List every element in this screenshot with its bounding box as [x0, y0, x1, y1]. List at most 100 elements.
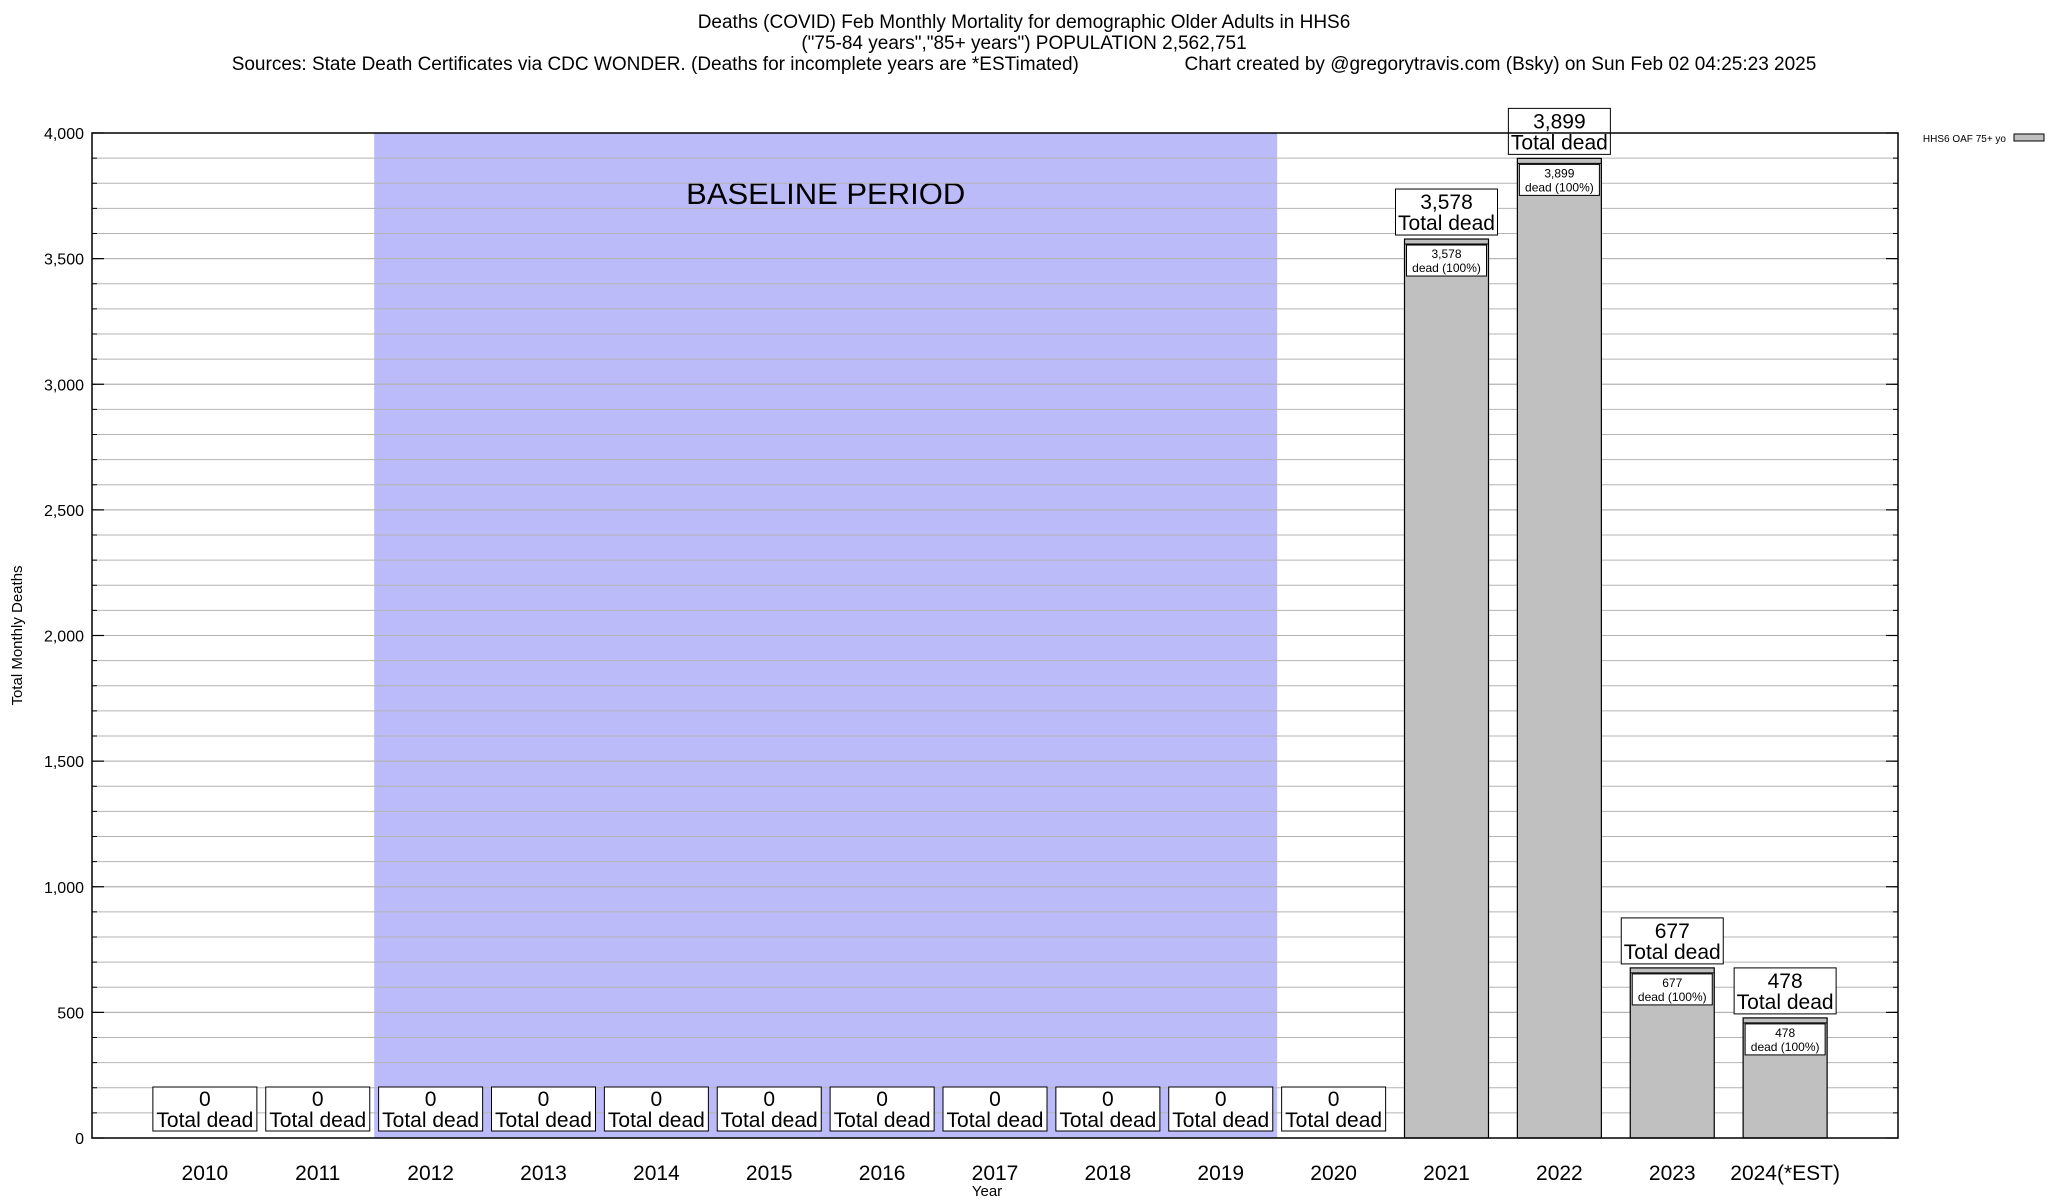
- y-tick-label: 2,000: [44, 629, 84, 646]
- bar-total-dead-label: Total dead: [1737, 991, 1834, 1014]
- bar-total-label-box: [1055, 1086, 1161, 1132]
- x-tick-label: 2022: [1536, 1162, 1583, 1185]
- bar-value-label: 0: [1102, 1088, 1114, 1111]
- bar-total-label-box: [1395, 188, 1498, 236]
- bar-total-label-box: [1620, 917, 1724, 965]
- bar-total-label-box: [1733, 967, 1837, 1015]
- bar-inner-label-box: [1518, 163, 1600, 196]
- axes-layer: 0 500 1,000 1,500 2,000 2,500 3,000 3,500 4,000 2…: [9, 126, 1899, 1200]
- x-tick-label: 2017: [972, 1162, 1019, 1185]
- chart-title: Deaths (COVID) Feb Monthly Mortality for…: [697, 12, 1351, 33]
- bar-value-label: 0: [425, 1088, 437, 1111]
- y-tick-label: 3,500: [44, 252, 84, 269]
- bar-value-label: 677: [1655, 920, 1690, 943]
- bar-value-label: 0: [1328, 1088, 1340, 1111]
- bar-total-dead-label: Total dead: [156, 1109, 253, 1132]
- bar-total-label-box: [152, 1086, 258, 1132]
- chart-sources-line: Sources: State Death Certificates via CD…: [0, 54, 2048, 75]
- legend-swatch: [2013, 133, 2045, 142]
- bar-value-label: 478: [1768, 970, 1803, 993]
- bar-total-dead-label: Total dead: [721, 1109, 818, 1132]
- bar-inner-value: 478: [1775, 1026, 1795, 1040]
- bar-total-dead-label: Total dead: [1398, 212, 1495, 235]
- bar-value-label: 0: [538, 1088, 550, 1111]
- bar-inner-value: 3,578: [1431, 247, 1461, 261]
- chart-title-block: Deaths (COVID) Feb Monthly Mortality for…: [0, 12, 2048, 75]
- y-axis-label: Total Monthly Deaths: [9, 565, 26, 705]
- bar-total-label-box: [716, 1086, 822, 1132]
- bar-value-label: 0: [651, 1088, 663, 1111]
- legend: HHS6 OAF 75+ yo: [1923, 133, 2045, 145]
- bar-total-label-box: [942, 1086, 1048, 1132]
- bar-total-dead-label: Total dead: [495, 1109, 592, 1132]
- bar-total-dead-label: Total dead: [382, 1109, 479, 1132]
- x-tick-label: 2020: [1310, 1162, 1357, 1185]
- bar-total-dead-label: Total dead: [269, 1109, 366, 1132]
- legend-label: HHS6 OAF 75+ yo: [1923, 134, 2007, 145]
- bar-value-label: 0: [876, 1088, 888, 1111]
- y-tick-label: 4,000: [44, 126, 84, 143]
- x-tick-label: 2011: [295, 1162, 340, 1185]
- baseline-period-label: BASELINE PERIOD: [686, 176, 965, 211]
- bar-total-dead-label: Total dead: [1059, 1109, 1156, 1132]
- bar-total-dead-label: Total dead: [1624, 941, 1721, 964]
- bar-total-label-box: [603, 1086, 709, 1132]
- x-tick-label: 2015: [746, 1162, 793, 1185]
- bar-total-label-box: [1281, 1086, 1387, 1132]
- bar-total-dead-label: Total dead: [1285, 1109, 1382, 1132]
- bar-inner-suffix: dead (100%): [1751, 1040, 1820, 1054]
- bar-total-dead-label: Total dead: [834, 1109, 931, 1132]
- bar-total-dead-label: Total dead: [1172, 1109, 1269, 1132]
- bar-inner-label-box: [1631, 973, 1713, 1006]
- x-tick-label: 2012: [407, 1162, 454, 1185]
- x-tick-label: 2019: [1197, 1162, 1244, 1185]
- bar-value-label: 0: [989, 1088, 1001, 1111]
- bar-total-dead-label: Total dead: [947, 1109, 1044, 1132]
- bar-value-label: 0: [1215, 1088, 1227, 1111]
- x-tick-label: 2016: [859, 1162, 906, 1185]
- bar-value-label: 0: [312, 1088, 324, 1111]
- bar-total-label-box: [491, 1086, 596, 1132]
- bar-total-label-box: [1168, 1086, 1274, 1132]
- x-tick-label: 2010: [182, 1162, 229, 1185]
- x-axis-label: Year: [972, 1183, 1002, 1200]
- bar-value-label: 0: [199, 1088, 211, 1111]
- plot-frame: [91, 132, 1899, 1139]
- x-tick-label: 2018: [1085, 1162, 1132, 1185]
- bar-value-label: 3,899: [1533, 110, 1586, 133]
- y-tick-label: 2,500: [44, 503, 84, 520]
- bar-total-label-box: [265, 1086, 371, 1132]
- bar-inner-suffix: dead (100%): [1412, 261, 1481, 275]
- bar-inner-value: 677: [1662, 976, 1682, 990]
- bar-inner-suffix: dead (100%): [1525, 180, 1594, 194]
- bar-inner-value: 3,899: [1544, 166, 1574, 180]
- bar-total-label-box: [378, 1086, 484, 1132]
- bar-inner-label-box: [1406, 244, 1487, 277]
- x-tick-label: 2021: [1423, 1162, 1470, 1185]
- bar-total-label-box: [1507, 107, 1611, 155]
- chart-sources: Sources: State Death Certificates via CD…: [231, 54, 1079, 75]
- bar-value-label: 0: [763, 1088, 775, 1111]
- bar: [1403, 238, 1490, 1139]
- bar-total-dead-label: Total dead: [608, 1109, 705, 1132]
- y-tick-label: 1,500: [44, 754, 84, 771]
- bar-value-label: 3,578: [1420, 191, 1473, 214]
